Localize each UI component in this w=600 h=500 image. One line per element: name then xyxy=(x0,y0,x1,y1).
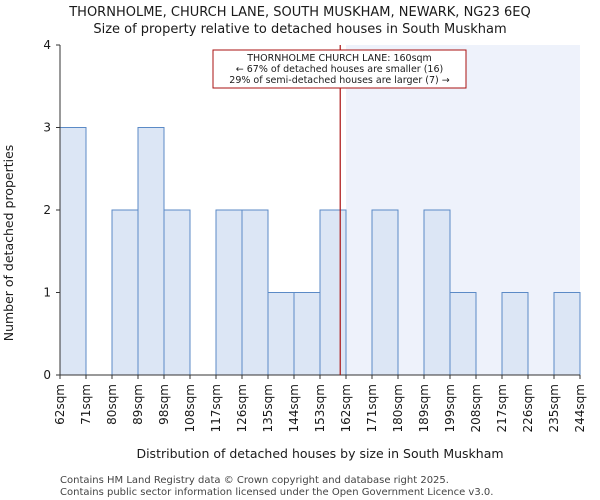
bar-80sqm[interactable] xyxy=(111,209,139,376)
plot-area: 0 1 2 3 4 62sqm 71sqm 80sqm 89sqm 98sqm 108sqm 117s… xyxy=(43,38,587,432)
x-tick-label: 189sqm xyxy=(417,384,431,432)
x-tick-label: 98sqm xyxy=(157,384,171,425)
x-tick-label: 62sqm xyxy=(53,384,67,425)
x-axis-label: Distribution of detached houses by size … xyxy=(136,446,503,461)
x-tick-label: 235sqm xyxy=(547,384,561,432)
bar-199sqm[interactable] xyxy=(449,292,477,376)
annotation-line-1: THORNHOLME CHURCH LANE: 160sqm xyxy=(246,53,432,64)
x-tick-label: 199sqm xyxy=(443,384,457,432)
x-tick-label: 126sqm xyxy=(235,384,249,432)
bar-153sqm[interactable] xyxy=(319,209,347,376)
x-tick-label: 117sqm xyxy=(209,384,223,432)
bar-217sqm[interactable] xyxy=(501,292,529,376)
y-axis-label: Number of detached properties xyxy=(1,145,16,342)
bar-135sqm[interactable] xyxy=(267,292,295,376)
y-tick-label: 1 xyxy=(43,286,51,300)
bar-62sqm[interactable] xyxy=(59,127,87,376)
x-tick-label: 162sqm xyxy=(339,384,353,432)
x-tick-label: 180sqm xyxy=(391,384,405,432)
x-tick-label: 135sqm xyxy=(261,384,275,432)
chart-title: THORNHOLME, CHURCH LANE, SOUTH MUSKHAM, … xyxy=(68,5,531,20)
y-tick-label: 3 xyxy=(43,121,51,135)
x-tick-label: 244sqm xyxy=(573,384,587,432)
bar-171sqm[interactable] xyxy=(371,209,399,376)
chart-subtitle: Size of property relative to detached ho… xyxy=(93,22,506,37)
footer-line-2: Contains public sector information licen… xyxy=(60,487,493,498)
x-tick-label: 80sqm xyxy=(105,384,119,425)
x-tick-label: 208sqm xyxy=(469,384,483,432)
annotation-line-2: ← 67% of detached houses are smaller (16… xyxy=(236,64,443,75)
x-tick-label: 144sqm xyxy=(287,384,301,432)
bar-144sqm[interactable] xyxy=(293,292,321,376)
y-tick-label: 4 xyxy=(43,38,51,52)
bar-126sqm[interactable] xyxy=(241,209,269,376)
footer-line-1: Contains HM Land Registry data © Crown c… xyxy=(60,475,449,486)
bar-189sqm[interactable] xyxy=(423,209,451,376)
x-tick-label: 217sqm xyxy=(495,384,509,432)
bar-235sqm[interactable] xyxy=(553,292,581,376)
y-tick-label: 0 xyxy=(43,368,51,382)
x-tick-label: 226sqm xyxy=(521,384,535,432)
x-tick-label: 71sqm xyxy=(79,384,93,425)
x-tick-label: 89sqm xyxy=(131,384,145,425)
x-tick-label: 108sqm xyxy=(183,384,197,432)
annotation-box xyxy=(212,49,467,89)
y-tick-label: 2 xyxy=(43,203,51,217)
annotation-line-3: 29% of semi-detached houses are larger (… xyxy=(229,75,449,86)
bar-98sqm[interactable] xyxy=(163,209,191,376)
bar-117sqm[interactable] xyxy=(215,209,243,376)
x-tick-label: 171sqm xyxy=(365,384,379,432)
x-tick-label: 153sqm xyxy=(313,384,327,432)
bar-89sqm[interactable] xyxy=(137,127,165,376)
